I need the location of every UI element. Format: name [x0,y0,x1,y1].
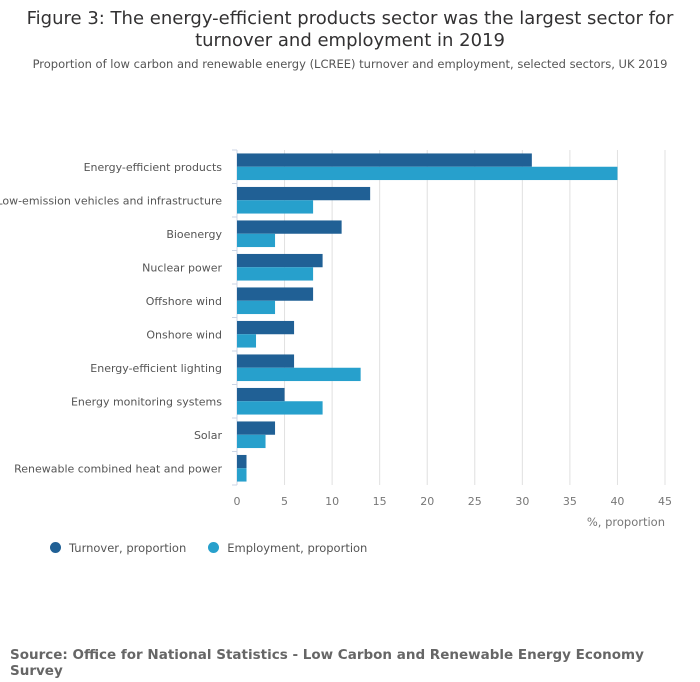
bar-turnover [237,454,247,469]
category-label: Energy-efficient lighting [90,362,222,375]
bar-employment [237,300,276,315]
x-tick-label: 30 [515,495,529,508]
legend-item-turnover[interactable]: Turnover, proportion [50,541,186,555]
legend-marker [208,542,220,553]
chart-subtitle: Proportion of low carbon and renewable e… [32,57,668,71]
bar-turnover [237,387,285,402]
x-tick-label: 5 [281,495,288,508]
legend-marker [50,542,61,553]
category-label: Low-emission vehicles and infrastructure [0,194,222,207]
bar-employment [237,434,266,449]
bar-turnover [237,186,371,201]
legend-item-employment[interactable]: Employment, proportion [208,541,367,555]
category-label: Energy monitoring systems [71,395,222,408]
bar-employment [237,233,276,248]
bar-turnover [237,354,295,368]
bar-turnover [237,220,342,234]
x-tick-label: 45 [658,495,672,508]
category-label: Onshore wind [146,328,222,341]
legend: Turnover, proportion Employment, proport… [50,541,367,555]
category-label: Offshore wind [146,295,222,308]
x-tick-label: 10 [325,495,339,508]
bar-turnover [237,421,276,435]
x-axis-label: %, proportion [587,515,665,529]
bar-employment [237,334,257,348]
bar-employment [237,367,361,382]
bar-turnover [237,287,314,301]
bar-employment [237,267,314,281]
category-label: Energy-efficient products [84,161,223,174]
category-label: Nuclear power [142,261,222,274]
category-label: Bioenergy [166,228,222,241]
bar-employment [237,468,247,482]
x-tick-label: 40 [610,495,624,508]
legend-label: Turnover, proportion [69,541,187,555]
legend-label: Employment, proportion [227,541,368,555]
x-tick-label: 20 [420,495,434,508]
x-tick-label: 15 [373,495,387,508]
chart-title: Figure 3: The energy-efficient products … [26,8,674,51]
bar-employment [237,166,618,181]
x-tick-label: 35 [563,495,577,508]
source-note: Source: Office for National Statistics -… [10,647,644,679]
bar-employment [237,401,323,415]
bar-turnover [237,153,532,167]
x-tick-label: 0 [234,495,241,508]
bar-turnover [237,253,323,268]
bar-employment [237,200,314,214]
x-tick-label: 25 [468,495,482,508]
bar-turnover [237,320,295,335]
category-label: Renewable combined heat and power [14,462,222,475]
category-label: Solar [194,429,223,442]
